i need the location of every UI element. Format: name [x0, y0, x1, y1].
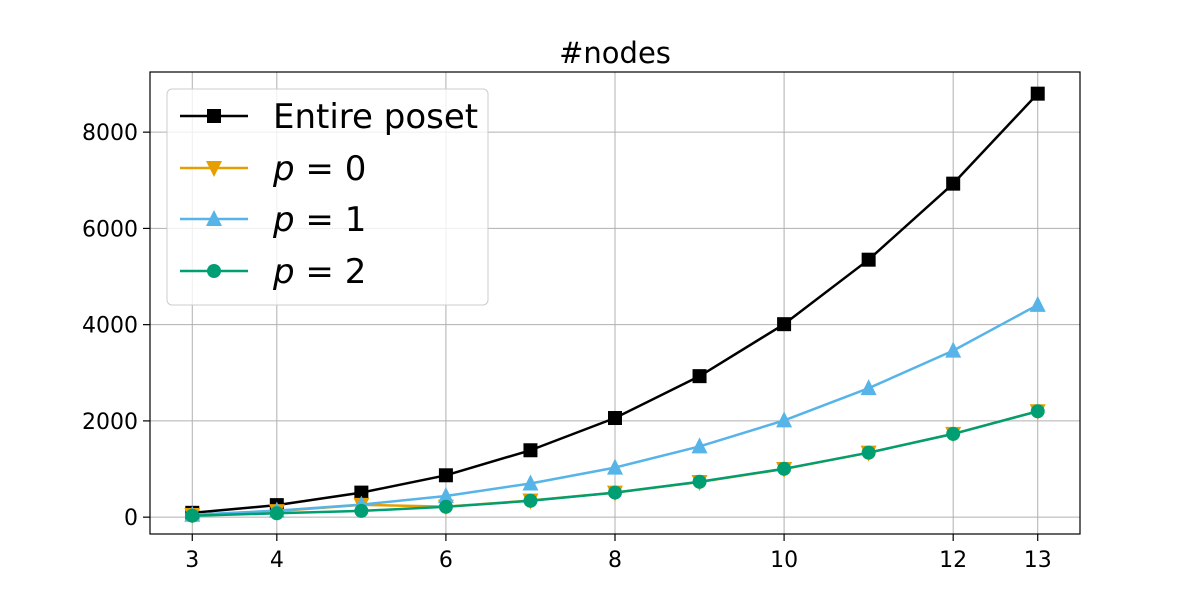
data-point	[354, 485, 369, 500]
x-tick-label: 4	[270, 548, 284, 573]
legend-label: p = 2	[272, 252, 366, 292]
data-point	[777, 461, 792, 476]
data-point	[861, 252, 876, 267]
legend-marker	[207, 109, 221, 123]
data-point	[946, 426, 961, 441]
data-point	[860, 379, 877, 396]
legend-value: 0	[345, 149, 367, 189]
x-tick-label: 10	[770, 548, 798, 573]
legend-marker	[206, 210, 222, 226]
data-point	[437, 486, 454, 503]
data-point	[354, 503, 369, 518]
data-point	[777, 317, 792, 332]
legend-equals: =	[295, 252, 345, 292]
data-point	[692, 369, 707, 384]
data-point	[185, 508, 200, 523]
data-point	[1030, 86, 1045, 101]
x-tick-label: 3	[185, 548, 199, 573]
data-point	[945, 341, 962, 358]
x-tick-label: 6	[439, 548, 453, 573]
y-tick-label: 8000	[82, 121, 138, 146]
data-point	[523, 493, 538, 508]
data-point	[692, 474, 707, 489]
legend-item-1: p = 0	[180, 149, 366, 189]
legend-variable: p	[272, 200, 295, 240]
y-tick-label: 0	[124, 506, 138, 531]
data-point	[522, 474, 539, 491]
series-group	[184, 86, 1046, 524]
x-tick-label: 12	[939, 548, 967, 573]
legend-value: 1	[345, 200, 367, 240]
legend-box	[166, 88, 489, 306]
data-point	[608, 411, 622, 426]
data-point	[523, 443, 538, 458]
legend-value: 2	[345, 252, 367, 292]
legend-marker	[206, 161, 222, 177]
legend-equals: =	[295, 149, 345, 189]
legend-item-3: p = 2	[180, 252, 366, 292]
data-point	[608, 485, 622, 500]
data-point	[861, 445, 876, 460]
data-point	[1030, 404, 1045, 419]
data-point	[776, 411, 793, 428]
data-point	[946, 176, 961, 191]
data-point	[607, 458, 623, 475]
y-tick-label: 6000	[82, 217, 138, 242]
data-point	[269, 506, 284, 521]
y-tick-label: 4000	[82, 314, 138, 339]
legend-variable: p	[272, 252, 295, 292]
x-tick-label: 13	[1024, 548, 1052, 573]
legend-marker	[207, 264, 221, 278]
legend-equals: =	[295, 200, 345, 240]
legend-item-2: p = 1	[180, 200, 366, 240]
y-tick-label: 2000	[82, 410, 138, 435]
series-3	[185, 404, 1045, 523]
data-point	[1029, 295, 1046, 312]
chart-title: #nodes	[559, 36, 671, 70]
data-point	[438, 468, 453, 483]
legend-variable: p	[272, 149, 295, 189]
data-point	[691, 437, 708, 454]
data-point	[438, 499, 453, 514]
legend-item-0: Entire poset	[180, 97, 478, 137]
x-tick-label: 8	[608, 548, 622, 573]
legend-label: p = 1	[272, 200, 366, 240]
legend-label: Entire poset	[273, 97, 478, 137]
legend-label: p = 0	[272, 149, 366, 189]
